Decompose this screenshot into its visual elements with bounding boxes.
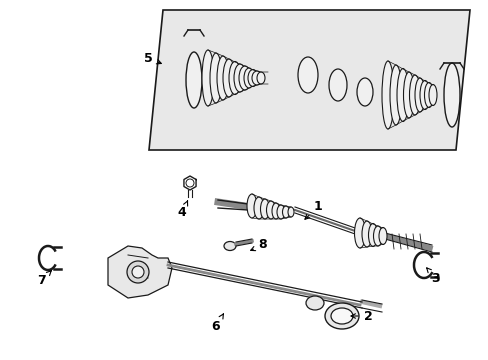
- Ellipse shape: [361, 221, 371, 247]
- Ellipse shape: [373, 226, 382, 246]
- Ellipse shape: [247, 69, 258, 86]
- Ellipse shape: [443, 63, 459, 127]
- Ellipse shape: [414, 78, 424, 112]
- Ellipse shape: [266, 201, 275, 219]
- Ellipse shape: [396, 68, 408, 122]
- Ellipse shape: [408, 75, 420, 115]
- Ellipse shape: [424, 82, 433, 108]
- Ellipse shape: [257, 72, 264, 84]
- Ellipse shape: [378, 228, 386, 244]
- Text: 5: 5: [143, 51, 161, 64]
- Text: 6: 6: [211, 314, 223, 333]
- Text: 1: 1: [305, 201, 322, 219]
- Ellipse shape: [228, 62, 241, 94]
- Ellipse shape: [251, 71, 262, 85]
- Ellipse shape: [282, 206, 289, 218]
- Ellipse shape: [287, 207, 293, 217]
- Ellipse shape: [389, 65, 401, 125]
- Ellipse shape: [209, 53, 222, 103]
- Ellipse shape: [132, 266, 143, 278]
- Ellipse shape: [297, 57, 317, 93]
- Ellipse shape: [234, 64, 245, 92]
- Ellipse shape: [328, 69, 346, 101]
- Text: 2: 2: [350, 310, 372, 323]
- Ellipse shape: [185, 52, 202, 108]
- Ellipse shape: [325, 303, 358, 329]
- Ellipse shape: [202, 50, 214, 106]
- Ellipse shape: [428, 85, 436, 105]
- Ellipse shape: [368, 224, 377, 247]
- Ellipse shape: [224, 242, 236, 251]
- Ellipse shape: [354, 218, 365, 248]
- Ellipse shape: [127, 261, 149, 283]
- Ellipse shape: [223, 59, 235, 97]
- Ellipse shape: [260, 199, 269, 219]
- Text: 3: 3: [426, 268, 439, 284]
- Ellipse shape: [246, 194, 257, 218]
- Ellipse shape: [244, 68, 253, 88]
- Ellipse shape: [330, 308, 352, 324]
- Ellipse shape: [305, 296, 324, 310]
- Ellipse shape: [271, 203, 280, 219]
- Polygon shape: [108, 246, 172, 298]
- Ellipse shape: [217, 56, 228, 100]
- Ellipse shape: [381, 61, 393, 129]
- Ellipse shape: [276, 205, 285, 219]
- Text: 7: 7: [38, 271, 51, 287]
- Polygon shape: [149, 10, 469, 150]
- Text: 8: 8: [250, 238, 267, 252]
- Ellipse shape: [239, 66, 250, 90]
- Ellipse shape: [253, 197, 264, 219]
- Ellipse shape: [419, 81, 429, 109]
- Text: 4: 4: [177, 201, 187, 220]
- Ellipse shape: [356, 78, 372, 106]
- Ellipse shape: [403, 72, 414, 118]
